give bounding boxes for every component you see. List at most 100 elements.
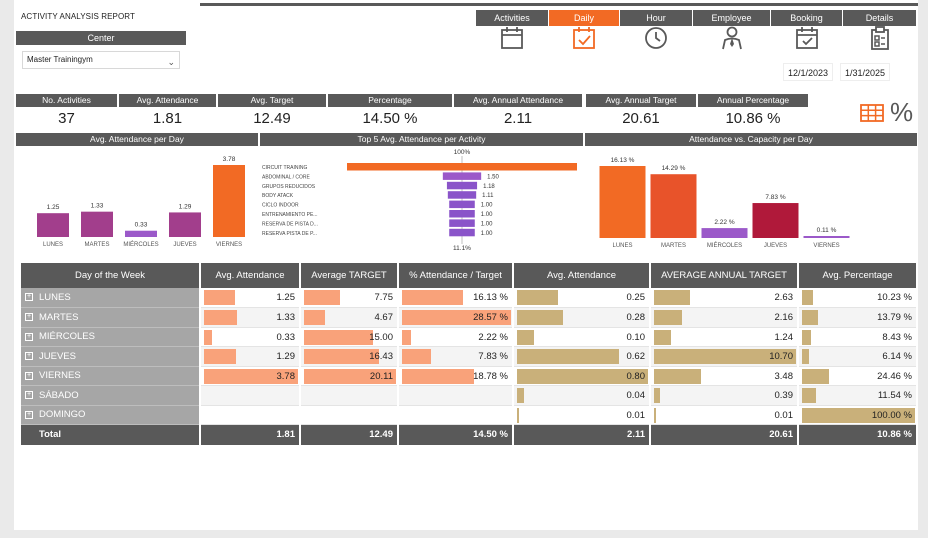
day-cell[interactable]: + SÁBADO <box>21 385 201 406</box>
x-tick-label: LUNES <box>43 242 63 248</box>
end-date[interactable]: 1/31/2025 <box>840 63 890 81</box>
table-cell: 1.29 <box>200 346 301 367</box>
table-row[interactable]: + MIÉRCOLES 0.33 15.00 2.22 % 0.10 1.24 8.43 % <box>21 327 918 347</box>
table-cell: 28.57 % <box>398 307 514 328</box>
total-cell: 14.50 % <box>398 424 514 445</box>
expand-icon[interactable]: + <box>25 352 33 361</box>
table-row[interactable]: + SÁBADO 0.04 0.39 11.54 % <box>21 385 918 406</box>
day-cell[interactable]: + MARTES <box>21 307 201 328</box>
center-filter: Center Master Trainingym ⌄ <box>16 31 186 79</box>
booking-icon[interactable] <box>795 26 819 50</box>
expand-icon[interactable]: + <box>25 313 33 322</box>
center-dropdown[interactable]: Master Trainingym ⌄ <box>22 51 180 69</box>
cell-value: 11.54 % <box>877 390 912 401</box>
cell-value: 2.63 <box>774 292 794 303</box>
table-icon[interactable] <box>860 104 884 122</box>
data-bar <box>402 329 411 345</box>
day-cell[interactable]: + LUNES <box>21 288 201 308</box>
data-label: 3.78 <box>223 156 236 163</box>
data-bar <box>517 388 524 403</box>
employee-icon[interactable] <box>720 26 744 50</box>
category-label: CIRCUIT TRAINING <box>262 165 307 171</box>
start-date[interactable]: 12/1/2023 <box>783 63 833 81</box>
kpi-avg-attendance: Avg. Attendance 1.81 <box>119 94 216 130</box>
table-cell <box>300 385 399 406</box>
table-row[interactable]: + MARTES 1.33 4.67 28.57 % 0.28 2.16 13.79 % <box>21 307 918 328</box>
funnel-bar <box>446 181 478 190</box>
data-bar <box>802 329 812 345</box>
table-cell: 11.54 % <box>798 385 918 406</box>
column-header[interactable]: Avg. Attendance <box>513 263 651 288</box>
tab-booking[interactable]: Booking <box>771 10 842 26</box>
column-header[interactable]: Avg. Percentage <box>798 263 918 288</box>
column-header-day[interactable]: Day of the Week <box>21 263 201 288</box>
expand-icon[interactable]: + <box>25 293 33 302</box>
tab-hour[interactable]: Hour <box>620 10 692 26</box>
cell-value: 0.80 <box>626 370 646 382</box>
category-label: ABDOMINAL / CORE <box>262 174 311 180</box>
kpi-avg-annual-attendance: Avg. Annual Attendance 2.11 <box>454 94 582 130</box>
tab-daily[interactable]: Daily <box>549 10 619 26</box>
calendar-check-icon[interactable] <box>572 26 596 50</box>
funnel-bottom-label: 11.1% <box>453 245 471 252</box>
calendar-icon[interactable] <box>500 26 524 50</box>
table-cell <box>300 405 399 425</box>
data-bar <box>517 310 563 325</box>
table-row[interactable]: + JUEVES 1.29 16.43 7.83 % 0.62 10.70 6.14 % <box>21 346 918 367</box>
kpi-value: 20.61 <box>622 110 660 127</box>
column-header[interactable]: % Attendance / Target <box>398 263 514 288</box>
table-cell: 0.33 <box>200 327 301 347</box>
kpi-value: 10.86 % <box>725 110 781 127</box>
expand-icon[interactable]: + <box>25 371 33 380</box>
kpi-percentage: Percentage 14.50 % <box>328 94 452 130</box>
day-cell[interactable]: + JUEVES <box>21 346 201 367</box>
data-label: 0.33 <box>135 222 148 229</box>
table-row[interactable]: + DOMINGO 0.01 0.01 100.00 % <box>21 405 918 425</box>
percent-icon[interactable]: % <box>890 97 914 127</box>
table-cell: 16.43 <box>300 346 399 367</box>
day-label: MIÉRCOLES <box>39 331 95 343</box>
day-cell[interactable]: + DOMINGO <box>21 405 201 425</box>
table-cell: 1.24 <box>650 327 799 347</box>
column-header[interactable]: Avg. Attendance <box>200 263 301 288</box>
category-label: RESERVA PISTA DE P... <box>262 231 317 237</box>
kpi-value: 37 <box>58 110 75 127</box>
data-bar <box>517 349 620 364</box>
table-cell: 18.78 % <box>398 366 514 386</box>
cell-value: 0.25 <box>626 292 646 303</box>
expand-icon[interactable]: + <box>25 410 33 419</box>
table-cell: 20.11 <box>300 366 399 386</box>
kpi-label: Percentage <box>328 94 452 107</box>
data-bar <box>204 329 213 345</box>
data-bar <box>654 388 660 403</box>
day-label: SÁBADO <box>39 389 79 401</box>
chart-bar <box>650 174 697 238</box>
kpi-value: 14.50 % <box>362 110 418 127</box>
clock-icon[interactable] <box>644 26 668 50</box>
column-header[interactable]: AVERAGE ANNUAL TARGET <box>650 263 799 288</box>
funnel-bar <box>449 228 475 237</box>
total-cell: 1.81 <box>200 424 301 445</box>
day-cell[interactable]: + MIÉRCOLES <box>21 327 201 347</box>
expand-icon[interactable]: + <box>25 391 33 400</box>
kpi-value: 12.49 <box>253 110 291 127</box>
table-cell <box>398 405 514 425</box>
table-cell: 100.00 % <box>798 405 918 425</box>
tab-details[interactable]: Details <box>843 10 916 26</box>
table-row[interactable]: + VIERNES 3.78 20.11 18.78 % 0.80 3.48 24.46 % <box>21 366 918 386</box>
day-label: MARTES <box>39 311 79 323</box>
table-cell: 6.14 % <box>798 346 918 367</box>
expand-icon[interactable]: + <box>25 332 33 341</box>
day-cell[interactable]: + VIERNES <box>21 366 201 386</box>
clipboard-icon[interactable] <box>868 26 892 50</box>
tab-employee[interactable]: Employee <box>693 10 770 26</box>
table-row[interactable]: + LUNES 1.25 7.75 16.13 % 0.25 2.63 10.23 % <box>21 288 918 308</box>
table-cell: 10.23 % <box>798 288 918 308</box>
data-bar <box>802 388 816 403</box>
tab-activities[interactable]: Activities <box>476 10 548 26</box>
table-cell: 1.25 <box>200 288 301 308</box>
data-label: 14.29 % <box>662 165 686 172</box>
cell-value: 18.78 % <box>473 370 508 382</box>
column-header[interactable]: Average TARGET <box>300 263 399 288</box>
total-value: 14.50 % <box>473 429 508 440</box>
